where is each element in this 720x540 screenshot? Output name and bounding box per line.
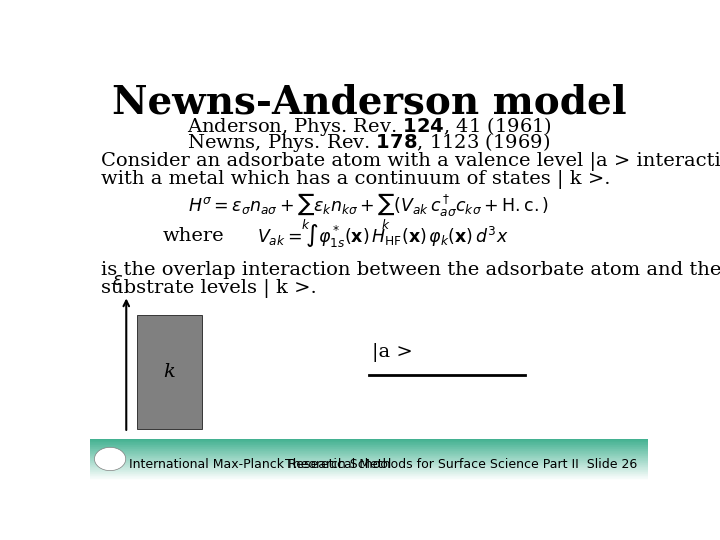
Text: |a >: |a > <box>372 343 413 362</box>
Text: is the overlap interaction between the adsorbate atom and the: is the overlap interaction between the a… <box>101 261 720 279</box>
Bar <box>90 459 648 460</box>
Bar <box>90 447 648 448</box>
Bar <box>90 465 648 466</box>
Text: substrate levels | k >.: substrate levels | k >. <box>101 279 317 298</box>
Bar <box>90 479 648 480</box>
Text: $H^\sigma = \epsilon_\sigma n_{a\sigma} + \sum_k \epsilon_k n_{k\sigma} + \sum_k: $H^\sigma = \epsilon_\sigma n_{a\sigma} … <box>189 192 549 232</box>
Bar <box>90 440 648 441</box>
Text: Newns, Phys. Rev. $\mathbf{178}$, 1123 (1969): Newns, Phys. Rev. $\mathbf{178}$, 1123 (… <box>187 131 551 154</box>
Bar <box>90 441 648 442</box>
Bar <box>138 315 202 429</box>
Bar <box>90 450 648 451</box>
Text: Consider an adsorbate atom with a valence level |a > interacting: Consider an adsorbate atom with a valenc… <box>101 152 720 171</box>
Bar <box>90 471 648 472</box>
Circle shape <box>94 447 126 471</box>
Bar <box>90 458 648 459</box>
Text: where: where <box>163 227 224 245</box>
Text: Theoretical Methods for Surface Science Part II  Slide 26: Theoretical Methods for Surface Science … <box>284 458 637 471</box>
Bar <box>90 467 648 468</box>
Text: International Max-Planck Research School: International Max-Planck Research School <box>129 458 392 471</box>
Bar <box>90 444 648 445</box>
Text: Anderson, Phys. Rev. $\mathbf{124}$, 41 (1961): Anderson, Phys. Rev. $\mathbf{124}$, 41 … <box>186 114 552 138</box>
Bar <box>90 477 648 478</box>
Bar <box>90 454 648 455</box>
Bar <box>90 466 648 467</box>
Bar <box>90 476 648 477</box>
Bar <box>90 470 648 471</box>
Text: ε: ε <box>112 271 122 289</box>
Bar <box>90 472 648 473</box>
Bar <box>90 468 648 469</box>
Bar <box>90 453 648 454</box>
Bar <box>90 446 648 447</box>
Bar <box>90 452 648 453</box>
Bar <box>90 462 648 463</box>
Bar <box>90 474 648 475</box>
Bar <box>90 439 648 440</box>
Text: with a metal which has a continuum of states | k >.: with a metal which has a continuum of st… <box>101 170 611 188</box>
Bar <box>90 457 648 458</box>
Bar <box>90 480 648 481</box>
Bar <box>90 448 648 449</box>
Bar <box>90 460 648 461</box>
Bar <box>90 443 648 444</box>
Bar <box>90 469 648 470</box>
Text: Newns-Anderson model: Newns-Anderson model <box>112 84 626 122</box>
Bar <box>90 449 648 450</box>
Bar <box>90 473 648 474</box>
Bar <box>90 463 648 464</box>
Bar <box>90 455 648 456</box>
Bar <box>90 478 648 479</box>
Bar <box>90 475 648 476</box>
Bar <box>90 451 648 452</box>
Text: k: k <box>163 363 176 381</box>
Bar <box>90 442 648 443</box>
Bar <box>90 461 648 462</box>
Text: $V_{ak} = \int \varphi_{1s}^*(\mathbf{x})\, H_{\rm HF}(\mathbf{x})\,\varphi_k(\m: $V_{ak} = \int \varphi_{1s}^*(\mathbf{x}… <box>258 222 509 249</box>
Bar <box>90 464 648 465</box>
Bar <box>90 456 648 457</box>
